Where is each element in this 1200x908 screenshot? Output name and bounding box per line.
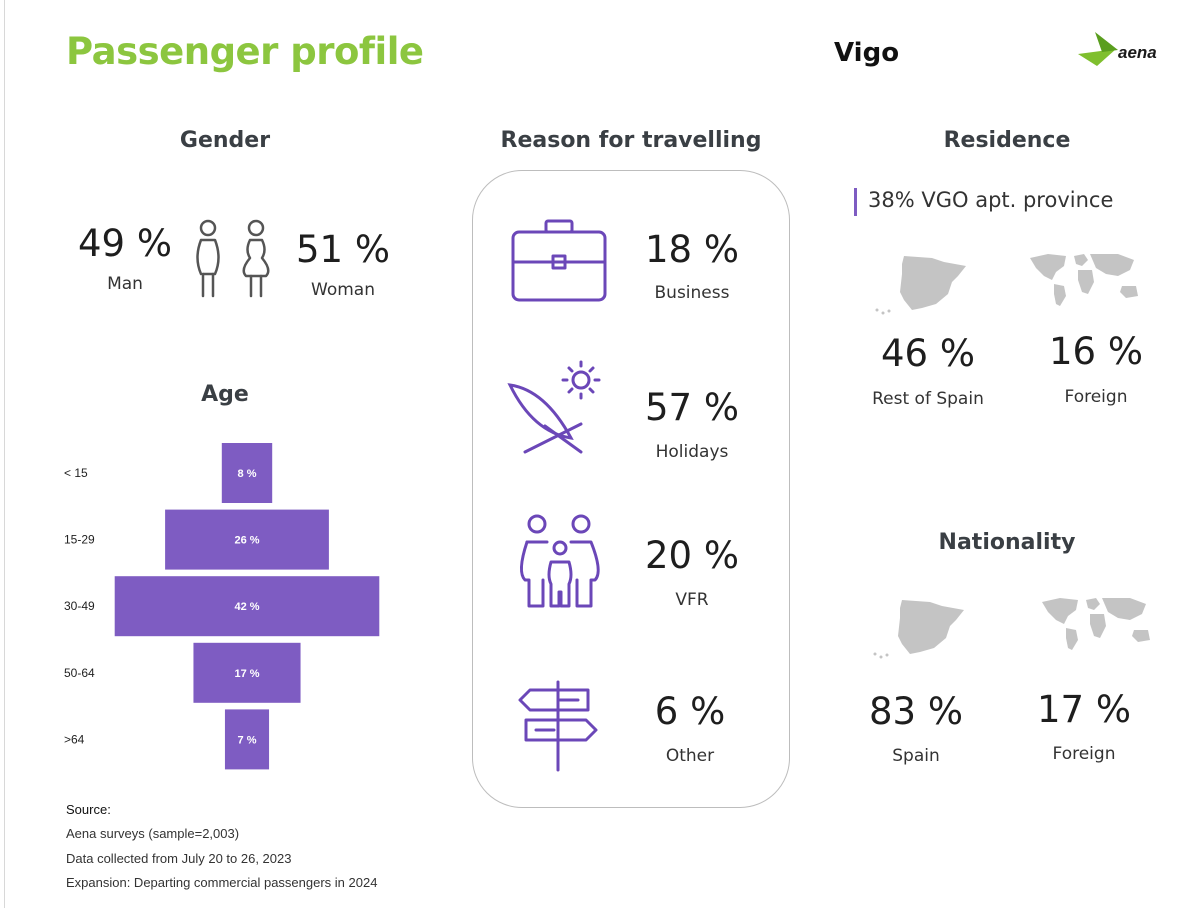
residence-note: 38% VGO apt. province <box>868 188 1114 212</box>
age-bar-value-label: 7 % <box>238 734 257 746</box>
family-icon <box>515 512 605 610</box>
aena-logo: aena <box>1076 30 1166 76</box>
age-category-label: < 15 <box>64 466 88 480</box>
source-line: Expansion: Departing commercial passenge… <box>66 875 378 890</box>
age-category-label: 15-29 <box>64 533 95 547</box>
aena-logo-text: aena <box>1118 43 1157 62</box>
rest-of-spain-label: Rest of Spain <box>872 389 984 409</box>
spain-map-icon <box>872 252 972 318</box>
aena-logo-mark <box>1078 49 1116 66</box>
holidays-percentage: 57 % <box>645 386 739 429</box>
man-percentage: 49 % <box>78 222 172 265</box>
source-line: Data collected from July 20 to 26, 2023 <box>66 851 292 866</box>
age-bar <box>193 642 301 703</box>
woman-label: Woman <box>311 280 375 300</box>
page-left-border <box>4 0 5 908</box>
beach-umbrella-sun-icon <box>505 360 609 456</box>
age-bar <box>224 709 270 770</box>
woman-percentage: 51 % <box>296 228 390 271</box>
man-label: Man <box>107 274 143 294</box>
city-name: Vigo <box>834 38 900 68</box>
vfr-percentage: 20 % <box>645 534 739 577</box>
source-line: Aena surveys (sample=2,003) <box>66 826 240 841</box>
residence-foreign-percentage: 16 % <box>1049 330 1143 373</box>
business-label: Business <box>654 283 730 303</box>
spain-map-icon <box>870 596 970 662</box>
world-map-icon <box>1038 594 1154 652</box>
spain-nationality-label: Spain <box>892 746 940 766</box>
age-bar <box>221 443 273 503</box>
age-bar-value-label: 42 % <box>234 601 259 613</box>
rest-of-spain-percentage: 46 % <box>881 332 975 375</box>
reason-title: Reason for travelling <box>500 128 762 153</box>
world-map-icon <box>1026 250 1142 308</box>
residence-title: Residence <box>943 128 1071 153</box>
reason-panel <box>472 170 790 808</box>
age-chart: 8 % < 15 26 % 15-29 42 % 30-49 17 % 50-64 7 % >64 <box>64 443 380 770</box>
man-woman-icon <box>188 218 274 300</box>
vfr-label: VFR <box>675 590 709 610</box>
age-category-label: 50-64 <box>64 666 95 680</box>
age-bar <box>114 576 380 637</box>
other-percentage: 6 % <box>654 690 726 733</box>
age-bar-value-label: 17 % <box>234 668 259 680</box>
briefcase-icon <box>510 218 608 306</box>
foreign-nationality-label: Foreign <box>1052 744 1116 764</box>
age-category-label: 30-49 <box>64 599 95 613</box>
other-label: Other <box>665 746 715 766</box>
business-percentage: 18 % <box>645 228 739 271</box>
source-title: Source: <box>66 802 111 817</box>
age-bar <box>165 509 329 570</box>
spain-nationality-percentage: 83 % <box>869 690 963 733</box>
signpost-icon <box>518 680 600 772</box>
holidays-label: Holidays <box>655 442 729 462</box>
gender-title: Gender <box>179 128 271 153</box>
page-title: Passenger profile <box>66 30 424 73</box>
foreign-nationality-percentage: 17 % <box>1037 688 1131 731</box>
age-category-label: >64 <box>64 732 85 746</box>
residence-note-marker <box>854 188 857 216</box>
age-bar-value-label: 8 % <box>238 468 257 480</box>
nationality-title: Nationality <box>938 530 1076 555</box>
age-title: Age <box>201 382 249 407</box>
residence-foreign-label: Foreign <box>1064 387 1128 407</box>
age-bar-value-label: 26 % <box>234 535 259 547</box>
